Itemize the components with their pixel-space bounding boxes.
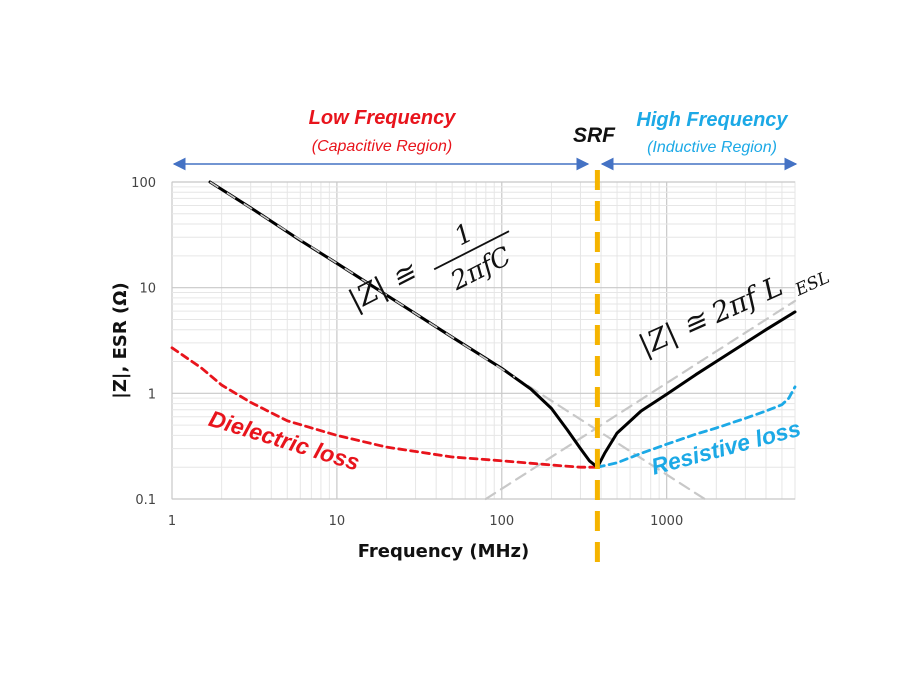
y-tick-label: 10	[139, 282, 156, 297]
low-frequency-title: Low Frequency	[309, 107, 457, 129]
loss-curves	[170, 346, 797, 469]
x-tick-label: 1000	[650, 514, 683, 529]
x-tick-label: 100	[489, 514, 514, 529]
impedance-curve-group	[208, 180, 797, 469]
tick-labels: 1 10 100 1000 0.1 1 10 100	[131, 176, 683, 529]
low-frequency-subtitle: (Capacitive Region)	[312, 138, 453, 155]
high-frequency-title: High Frequency	[636, 109, 788, 131]
y-tick-label: 100	[131, 176, 156, 191]
resistive-loss-curve	[596, 385, 797, 469]
plot-area	[171, 181, 796, 500]
y-axis-title: |Z|, ESR (Ω)	[110, 282, 131, 398]
x-tick-label: 10	[329, 514, 346, 529]
x-axis-title: Frequency (MHz)	[358, 541, 530, 562]
y-tick-label: 1	[148, 387, 156, 402]
inductive-asymptote-curve	[484, 299, 797, 501]
ind-formula-subscript: ESL	[791, 268, 832, 301]
y-tick-label: 0.1	[135, 493, 156, 508]
grid	[171, 181, 796, 500]
capacitive-asymptote-overlay	[209, 181, 516, 379]
dielectric-loss-curve	[170, 346, 599, 469]
high-frequency-subtitle: (Inductive Region)	[647, 139, 777, 156]
srf-label: SRF	[573, 124, 616, 147]
x-tick-label: 1	[168, 514, 176, 529]
cap-formula-fraction-bar	[433, 230, 510, 271]
